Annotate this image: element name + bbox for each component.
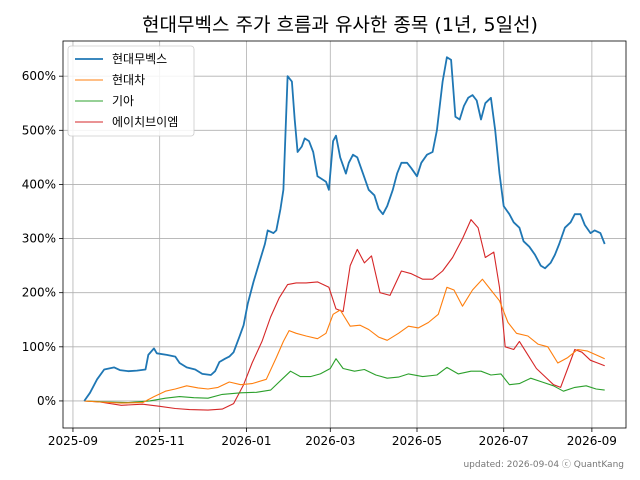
x-axis: 2025-09 2025-11 2026-01 2026-03 2026-05 2026-… <box>48 428 617 448</box>
legend-label: 기아 <box>112 94 134 108</box>
x-tick-label: 2025-11 <box>135 434 185 448</box>
x-tick-label: 2026-01 <box>221 434 271 448</box>
chart-title: 현대무벡스 주가 흐름과 유사한 종목 (1년, 5일선) <box>142 14 538 36</box>
y-tick-label: 500% <box>22 123 56 137</box>
y-tick-label: 600% <box>22 69 56 83</box>
grid-lines <box>63 41 626 428</box>
x-tick-label: 2026-03 <box>305 434 355 448</box>
x-tick-label: 2026-09 <box>567 434 617 448</box>
y-tick-label: 0% <box>37 394 56 408</box>
y-tick-label: 200% <box>22 286 56 300</box>
series-layer <box>83 56 606 411</box>
y-tick-label: 400% <box>22 177 56 191</box>
legend-label: 에이치브이엠 <box>112 115 178 129</box>
series-line-hvm <box>84 219 605 411</box>
legend-box <box>67 45 195 137</box>
footer-credit: updated: 2026-09-04 ⓒ QuantKang <box>463 459 624 470</box>
series-line-hyundai-movex <box>83 56 606 402</box>
y-tick-label: 300% <box>22 232 56 246</box>
plot-frame <box>62 40 627 429</box>
y-tick-label: 100% <box>22 340 56 354</box>
x-tick-label: 2025-09 <box>48 434 98 448</box>
x-tick-label: 2026-05 <box>392 434 442 448</box>
x-tick-label: 2026-07 <box>479 434 529 448</box>
legend-label: 현대차 <box>112 73 145 87</box>
series-line-hyundai-motor <box>84 278 605 404</box>
legend-label: 현대무벡스 <box>112 52 167 66</box>
y-axis: 0% 100% 200% 300% 400% 500% 600% <box>22 69 63 408</box>
series-line-kia <box>84 358 605 404</box>
